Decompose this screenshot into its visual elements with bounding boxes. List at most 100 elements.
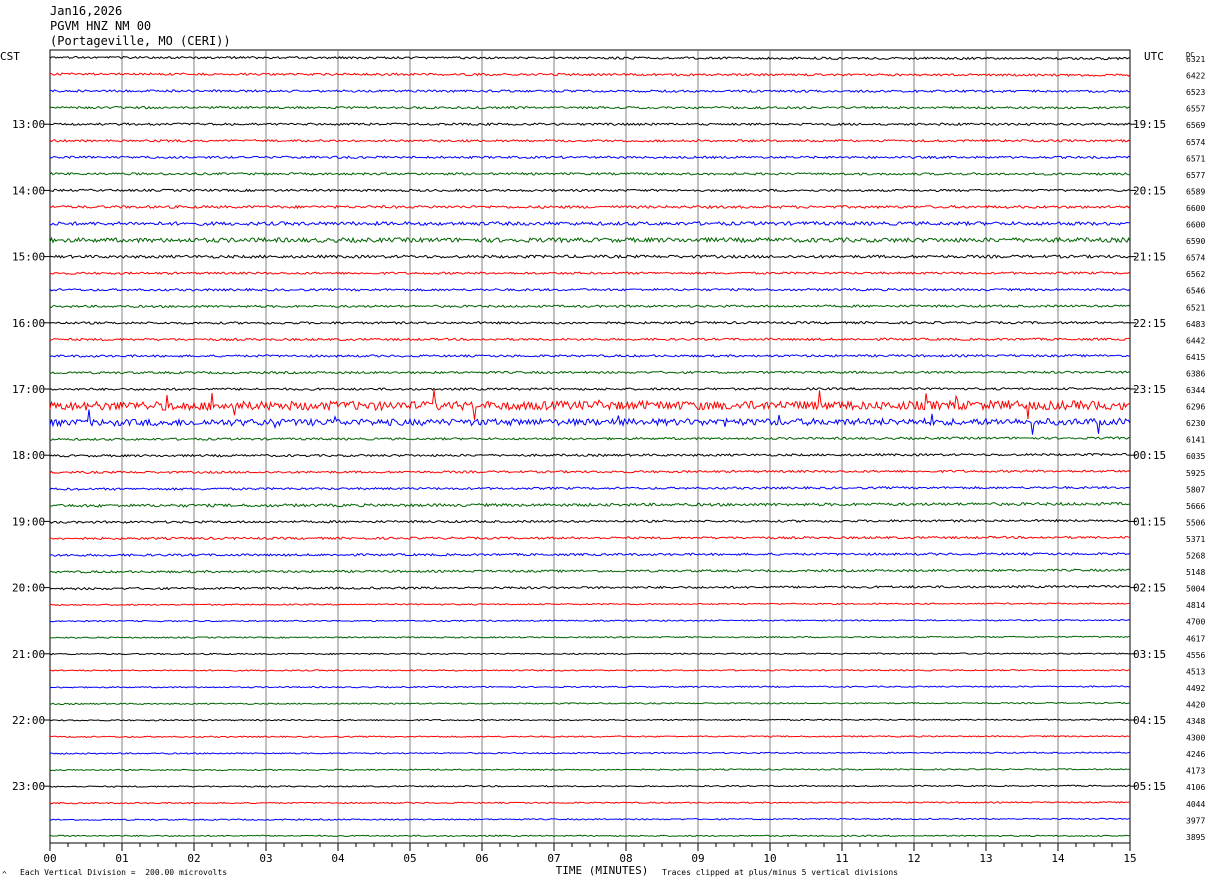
x-tick-label: 14 xyxy=(1051,852,1065,865)
scale-note: Each Vertical Division = 200.00 microvol… xyxy=(20,868,228,877)
dc-offset-label: 6574 xyxy=(1186,254,1205,263)
x-tick-label: 03 xyxy=(259,852,272,865)
trace-row-16 xyxy=(49,320,1131,325)
x-axis-title: TIME (MINUTES) xyxy=(556,864,649,877)
dc-offset-label: 4106 xyxy=(1186,783,1205,792)
left-hour-label: 23:00 xyxy=(12,780,45,793)
trace-row-20 xyxy=(49,386,1131,392)
x-tick-label: 09 xyxy=(691,852,704,865)
right-hour-label: 01:15 xyxy=(1133,515,1166,528)
right-hour-label: 21:15 xyxy=(1133,251,1166,264)
x-tick-label: 02 xyxy=(187,852,200,865)
trace-row-9 xyxy=(49,204,1131,210)
trace-row-0 xyxy=(49,55,1131,61)
trace-row-47 xyxy=(49,834,1131,838)
right-axis-title: UTC xyxy=(1144,50,1164,63)
trace-row-10 xyxy=(49,220,1131,227)
trace-row-21 xyxy=(49,389,1131,420)
trace-row-37 xyxy=(49,668,1131,672)
dc-offset-label: 6035 xyxy=(1186,452,1205,461)
x-tick-label: 11 xyxy=(835,852,848,865)
dc-offset-label: 5807 xyxy=(1186,485,1205,494)
dc-offset-label: 6230 xyxy=(1186,419,1205,428)
dc-title: DC xyxy=(1186,51,1194,59)
x-tick-label: 10 xyxy=(763,852,776,865)
trace-row-13 xyxy=(49,271,1131,276)
header-location: (Portageville, MO (CERI)) xyxy=(50,34,231,48)
x-tick-label: 07 xyxy=(547,852,560,865)
dc-offset-label: 4420 xyxy=(1186,700,1205,709)
left-hour-label: 18:00 xyxy=(12,449,45,462)
trace-row-5 xyxy=(49,138,1131,143)
left-axis-title: CST xyxy=(0,50,20,63)
left-hour-label: 15:00 xyxy=(12,251,45,264)
dc-offset-label: 3895 xyxy=(1186,833,1205,842)
dc-offset-label: 4348 xyxy=(1186,717,1205,726)
dc-offset-label: 6590 xyxy=(1186,237,1205,246)
right-hour-label: 04:15 xyxy=(1133,714,1166,727)
dc-offset-label: 4556 xyxy=(1186,651,1205,660)
dc-offset-label: 6557 xyxy=(1186,105,1205,114)
trace-row-32 xyxy=(49,584,1131,591)
clip-note: Traces clipped at plus/minus 5 vertical … xyxy=(662,868,899,877)
trace-row-41 xyxy=(49,735,1131,739)
corner-mark: ^ xyxy=(2,870,7,879)
right-hour-label: 22:15 xyxy=(1133,317,1166,330)
dc-offset-label: 4173 xyxy=(1186,767,1205,776)
trace-row-42 xyxy=(49,751,1131,755)
dc-offset-label: 6577 xyxy=(1186,171,1205,180)
trace-row-6 xyxy=(49,155,1131,160)
dc-offset-label: 5925 xyxy=(1186,469,1205,478)
right-hour-label: 02:15 xyxy=(1133,582,1166,595)
trace-row-12 xyxy=(49,254,1131,259)
dc-offset-label: 5506 xyxy=(1186,518,1205,527)
trace-row-28 xyxy=(49,518,1131,525)
trace-row-22 xyxy=(49,409,1131,435)
dc-offset-label: 4617 xyxy=(1186,634,1205,643)
dc-offset-label: 6321 xyxy=(1186,55,1205,64)
trace-row-45 xyxy=(49,801,1131,805)
trace-row-1 xyxy=(49,72,1131,77)
trace-row-23 xyxy=(49,436,1131,441)
left-hour-label: 17:00 xyxy=(12,383,45,396)
dc-offset-label: 6589 xyxy=(1186,187,1205,196)
dc-offset-label: 6386 xyxy=(1186,369,1205,378)
dc-offset-label: 4814 xyxy=(1186,601,1205,610)
x-tick-label: 06 xyxy=(475,852,488,865)
trace-row-25 xyxy=(49,469,1131,475)
trace-row-29 xyxy=(49,535,1131,541)
left-hour-label: 13:00 xyxy=(12,118,45,131)
trace-row-15 xyxy=(49,304,1131,309)
plot-frame xyxy=(49,49,1131,844)
dc-offset-label: 6521 xyxy=(1186,303,1205,312)
left-hour-label: 14:00 xyxy=(12,184,45,197)
left-hour-label: 19:00 xyxy=(12,515,45,528)
trace-row-35 xyxy=(49,635,1131,639)
dc-offset-label: 5148 xyxy=(1186,568,1205,577)
dc-offset-label: 6546 xyxy=(1186,287,1205,296)
dc-offset-label: 5268 xyxy=(1186,552,1205,561)
trace-row-44 xyxy=(49,784,1131,788)
trace-row-36 xyxy=(49,652,1131,656)
x-tick-label: 13 xyxy=(979,852,992,865)
right-hour-label: 23:15 xyxy=(1133,383,1166,396)
x-tick-label: 01 xyxy=(115,852,128,865)
dc-offset-label: 6442 xyxy=(1186,336,1205,345)
dc-offset-label: 3977 xyxy=(1186,816,1205,825)
trace-row-43 xyxy=(49,768,1131,772)
trace-row-33 xyxy=(49,602,1131,606)
dc-offset-label: 6523 xyxy=(1186,88,1205,97)
trace-row-38 xyxy=(49,685,1131,689)
trace-row-2 xyxy=(49,89,1131,94)
right-hour-label: 03:15 xyxy=(1133,648,1166,661)
x-tick-label: 08 xyxy=(619,852,632,865)
x-tick-label: 00 xyxy=(43,852,56,865)
trace-row-8 xyxy=(49,188,1131,193)
trace-row-4 xyxy=(49,122,1131,127)
trace-row-14 xyxy=(49,287,1131,292)
trace-row-3 xyxy=(49,105,1131,110)
dc-offset-label: 5666 xyxy=(1186,502,1205,511)
trace-row-17 xyxy=(49,337,1131,342)
dc-offset-label: 6571 xyxy=(1186,154,1205,163)
